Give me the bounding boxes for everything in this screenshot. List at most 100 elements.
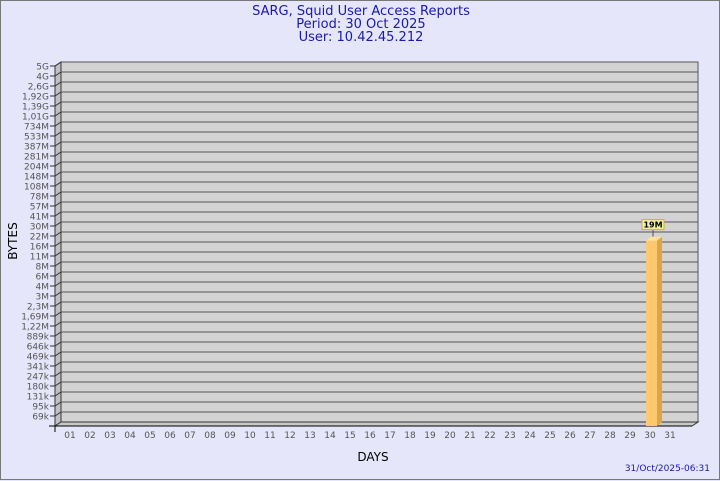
gridline-wall: [54, 391, 62, 397]
x-tick-label: 23: [504, 431, 515, 441]
y-tick-label: 69k: [32, 413, 49, 423]
gridline-wall: [54, 301, 62, 307]
x-tick-label: 01: [64, 431, 75, 441]
y-axis-label: BYTES: [6, 222, 20, 259]
gridline-wall: [54, 101, 62, 107]
gridline-wall: [54, 321, 62, 327]
x-tick-label: 14: [324, 431, 336, 441]
y-tick-label: 1,22M: [21, 323, 49, 333]
data-label-box: [641, 219, 665, 231]
x-tick-label: 27: [584, 431, 595, 441]
gridline-wall: [54, 331, 62, 337]
data-label: 19M: [643, 221, 662, 230]
y-tick-label: 734M: [24, 123, 49, 133]
gridline-wall: [54, 311, 62, 317]
y-tick-label: 95k: [32, 403, 49, 413]
gridline-wall: [54, 341, 62, 347]
y-tick-label: 247k: [27, 373, 50, 383]
footer-timestamp: 31/Oct/2025-06:31: [625, 464, 710, 474]
y-tick-label: 204M: [24, 163, 49, 173]
x-tick-label: 31: [664, 431, 675, 441]
x-tick-label: 24: [524, 431, 536, 441]
y-tick-label: 57M: [30, 203, 49, 213]
x-tick-label: 29: [624, 431, 636, 441]
x-tick-label: 13: [304, 431, 315, 441]
x-tick-label: 21: [464, 431, 475, 441]
gridline-wall: [54, 121, 62, 127]
chart-period: Period: 30 Oct 2025: [296, 17, 426, 32]
gridline-wall: [54, 191, 62, 197]
gridline-wall: [54, 291, 62, 297]
x-tick-label: 15: [344, 431, 355, 441]
gridline-wall: [54, 401, 62, 407]
y-tick-label: 469k: [27, 353, 50, 363]
x-tick-label: 11: [264, 431, 275, 441]
y-tick-label: 5G: [36, 63, 49, 73]
gridline-wall: [54, 81, 62, 87]
x-tick-label: 19: [424, 431, 436, 441]
x-tick-label: 22: [484, 431, 495, 441]
y-tick-label: 1,92G: [22, 93, 49, 103]
gridline-wall: [54, 371, 62, 377]
x-tick-label: 26: [564, 431, 576, 441]
gridline-wall: [54, 171, 62, 177]
y-tick-label: 3M: [36, 293, 50, 303]
y-tick-label: 41M: [30, 213, 49, 223]
y-tick-label: 2,6G: [28, 83, 49, 93]
gridline-wall: [54, 361, 62, 367]
gridline-wall: [54, 181, 62, 187]
gridline-wall: [54, 131, 62, 137]
y-tick-label: 1,39G: [22, 103, 49, 113]
x-tick-label: 07: [184, 431, 195, 441]
y-tick-label: 2,3M: [27, 303, 49, 313]
x-tick-label: 05: [144, 431, 155, 441]
y-tick-label: 16M: [30, 243, 49, 253]
gridline-wall: [54, 71, 62, 77]
y-tick-label: 148M: [24, 173, 49, 183]
y-tick-label: 22M: [30, 233, 49, 243]
gridline-wall: [54, 141, 62, 147]
gridline-wall: [54, 351, 62, 357]
x-tick-label: 17: [384, 431, 395, 441]
y-tick-label: 6M: [36, 273, 50, 283]
gridline-wall: [54, 221, 62, 227]
x-tick-label: 08: [204, 431, 216, 441]
y-tick-label: 387M: [24, 143, 49, 153]
x-tick-label: 30: [644, 431, 656, 441]
y-tick-label: 646k: [27, 343, 50, 353]
gridline-wall: [54, 411, 62, 417]
y-tick-label: 8M: [36, 263, 50, 273]
y-tick-label: 30M: [30, 223, 49, 233]
x-tick-label: 02: [84, 431, 95, 441]
gridline-wall: [54, 61, 62, 67]
x-tick-label: 06: [164, 431, 176, 441]
x-tick-label: 18: [404, 431, 416, 441]
chart-user: User: 10.42.45.212: [298, 30, 424, 45]
gridline-wall: [54, 281, 62, 287]
x-tick-label: 28: [604, 431, 616, 441]
y-tick-label: 281M: [24, 153, 49, 163]
y-tick-label: 180k: [27, 383, 50, 393]
y-tick-label: 4G: [36, 73, 49, 83]
y-tick-label: 341k: [27, 363, 50, 373]
x-tick-label: 20: [444, 431, 456, 441]
gridline-wall: [54, 211, 62, 217]
y-tick-label: 1,69M: [21, 313, 49, 323]
gridline-wall: [54, 231, 62, 237]
floor: [53, 421, 700, 427]
x-axis-label: DAYS: [357, 450, 388, 464]
x-tick-label: 25: [544, 431, 555, 441]
x-tick-label: 10: [244, 431, 256, 441]
gridline-wall: [54, 151, 62, 157]
gridline-wall: [54, 381, 62, 387]
gridline-wall: [54, 271, 62, 277]
chart-title: SARG, Squid User Access Reports: [252, 4, 470, 19]
y-tick-label: 11M: [30, 253, 49, 263]
y-tick-label: 78M: [30, 193, 49, 203]
x-tick-label: 12: [284, 431, 295, 441]
bar-side: [657, 236, 662, 426]
y-tick-label: 4M: [36, 283, 50, 293]
bar-top: [646, 236, 662, 241]
